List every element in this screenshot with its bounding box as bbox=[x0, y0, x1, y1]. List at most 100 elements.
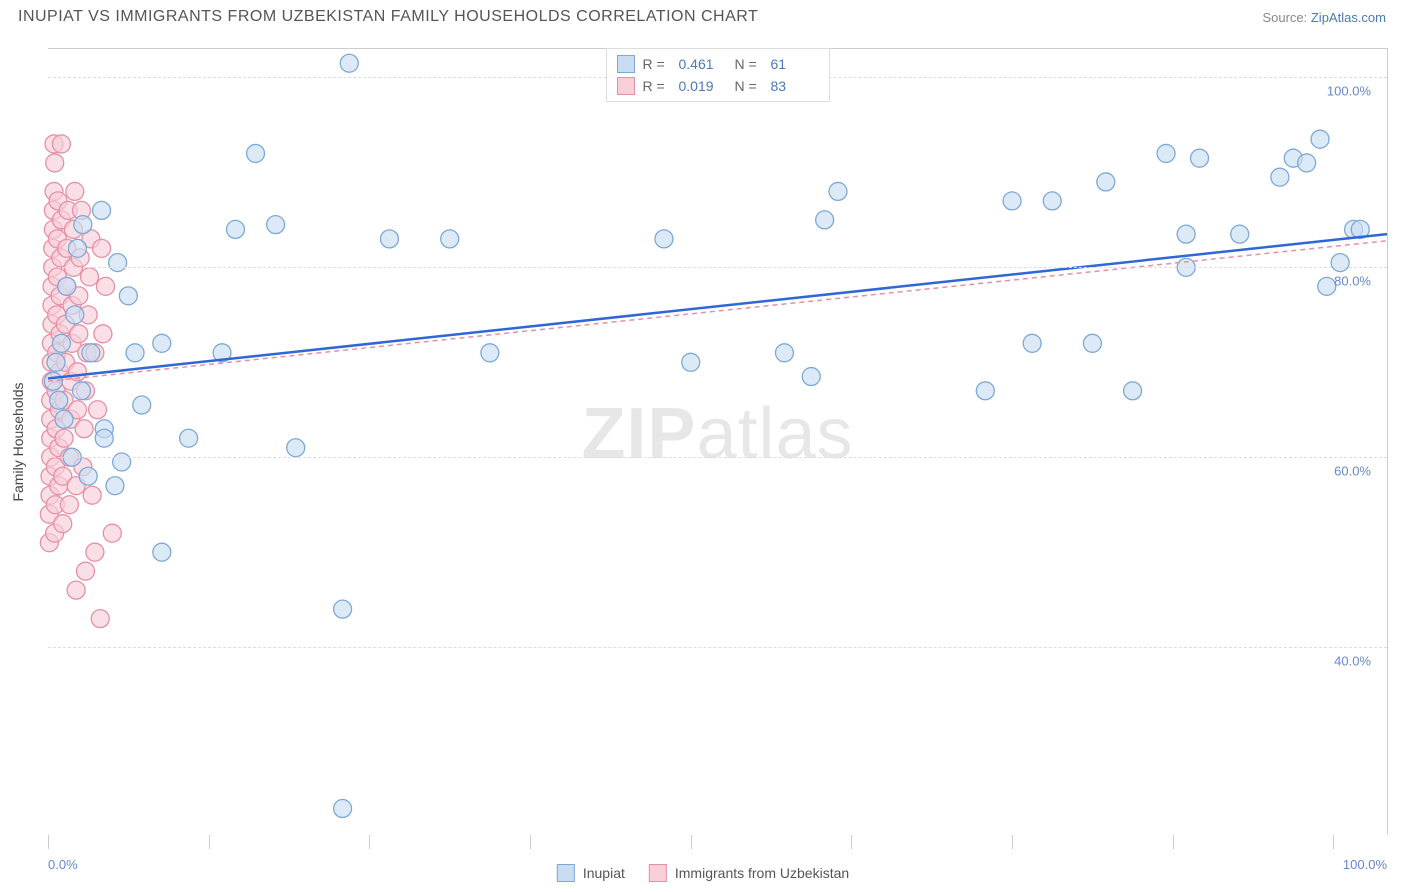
data-point bbox=[54, 515, 72, 533]
data-point bbox=[66, 182, 84, 200]
data-point bbox=[55, 410, 73, 428]
data-point bbox=[44, 372, 62, 390]
data-point bbox=[1191, 149, 1209, 167]
gridline-horizontal bbox=[48, 647, 1387, 648]
data-point bbox=[153, 334, 171, 352]
data-point bbox=[802, 368, 820, 386]
chart-title: INUPIAT VS IMMIGRANTS FROM UZBEKISTAN FA… bbox=[18, 8, 758, 26]
data-point bbox=[126, 344, 144, 362]
data-point bbox=[1097, 173, 1115, 191]
x-tick bbox=[530, 835, 531, 849]
legend-item: Inupiat bbox=[557, 864, 625, 882]
data-point bbox=[1124, 382, 1142, 400]
data-point bbox=[76, 562, 94, 580]
n-value: 83 bbox=[771, 78, 819, 94]
x-tick bbox=[48, 835, 49, 849]
x-tick bbox=[1173, 835, 1174, 849]
y-tick-label: 40.0% bbox=[1334, 654, 1371, 669]
data-point bbox=[1083, 334, 1101, 352]
data-point bbox=[55, 429, 73, 447]
data-point bbox=[60, 496, 78, 514]
trend-line bbox=[48, 241, 1387, 382]
data-point bbox=[89, 401, 107, 419]
y-axis-title: Family Households bbox=[10, 382, 26, 501]
plot-area: ZIPatlas 40.0%60.0%80.0%100.0% bbox=[48, 49, 1387, 818]
data-point bbox=[340, 54, 358, 72]
data-point bbox=[816, 211, 834, 229]
data-point bbox=[82, 344, 100, 362]
data-point bbox=[52, 334, 70, 352]
data-point bbox=[1157, 144, 1175, 162]
data-point bbox=[109, 254, 127, 272]
y-tick-label: 60.0% bbox=[1334, 464, 1371, 479]
data-point bbox=[58, 277, 76, 295]
data-point bbox=[52, 135, 70, 153]
legend-swatch bbox=[617, 55, 635, 73]
data-point bbox=[1311, 130, 1329, 148]
legend-label: Immigrants from Uzbekistan bbox=[675, 865, 849, 881]
data-point bbox=[86, 543, 104, 561]
data-point bbox=[380, 230, 398, 248]
data-point bbox=[334, 800, 352, 818]
data-point bbox=[106, 477, 124, 495]
n-label: N = bbox=[735, 56, 763, 72]
data-point bbox=[119, 287, 137, 305]
data-point bbox=[79, 467, 97, 485]
data-point bbox=[75, 420, 93, 438]
data-point bbox=[267, 216, 285, 234]
legend-swatch bbox=[649, 864, 667, 882]
data-point bbox=[481, 344, 499, 362]
data-point bbox=[153, 543, 171, 561]
x-tick bbox=[369, 835, 370, 849]
scatter-plot bbox=[48, 49, 1387, 818]
x-tick bbox=[851, 835, 852, 849]
data-point bbox=[47, 353, 65, 371]
data-point bbox=[94, 325, 112, 343]
data-point bbox=[95, 429, 113, 447]
source-attribution: Source: ZipAtlas.com bbox=[1262, 10, 1386, 25]
data-point bbox=[133, 396, 151, 414]
data-point bbox=[1043, 192, 1061, 210]
legend-series: Inupiat Immigrants from Uzbekistan bbox=[557, 864, 849, 882]
legend-item: Immigrants from Uzbekistan bbox=[649, 864, 849, 882]
n-value: 61 bbox=[771, 56, 819, 72]
data-point bbox=[1271, 168, 1289, 186]
data-point bbox=[775, 344, 793, 362]
x-axis-max-label: 100.0% bbox=[1343, 857, 1387, 872]
y-tick-label: 80.0% bbox=[1334, 274, 1371, 289]
legend-stat-row: R = 0.461 N = 61 bbox=[617, 53, 819, 75]
data-point bbox=[70, 325, 88, 343]
legend-swatch bbox=[557, 864, 575, 882]
data-point bbox=[93, 239, 111, 257]
r-label: R = bbox=[643, 56, 671, 72]
trend-line bbox=[48, 234, 1387, 378]
data-point bbox=[682, 353, 700, 371]
data-point bbox=[1003, 192, 1021, 210]
data-point bbox=[247, 144, 265, 162]
source-link[interactable]: ZipAtlas.com bbox=[1311, 10, 1386, 25]
n-label: N = bbox=[735, 78, 763, 94]
data-point bbox=[1177, 225, 1195, 243]
source-prefix: Source: bbox=[1262, 10, 1310, 25]
x-tick bbox=[209, 835, 210, 849]
chart-container: ZIPatlas 40.0%60.0%80.0%100.0% Family Ho… bbox=[48, 48, 1388, 834]
data-point bbox=[50, 391, 68, 409]
legend-stats: R = 0.461 N = 61 R = 0.019 N = 83 bbox=[606, 48, 830, 102]
data-point bbox=[1298, 154, 1316, 172]
r-value: 0.019 bbox=[679, 78, 727, 94]
data-point bbox=[441, 230, 459, 248]
data-point bbox=[93, 201, 111, 219]
r-value: 0.461 bbox=[679, 56, 727, 72]
data-point bbox=[68, 239, 86, 257]
data-point bbox=[83, 486, 101, 504]
data-point bbox=[97, 277, 115, 295]
legend-stat-row: R = 0.019 N = 83 bbox=[617, 75, 819, 97]
data-point bbox=[46, 154, 64, 172]
data-point bbox=[91, 610, 109, 628]
data-point bbox=[103, 524, 121, 542]
data-point bbox=[226, 220, 244, 238]
data-point bbox=[287, 439, 305, 457]
data-point bbox=[655, 230, 673, 248]
gridline-horizontal bbox=[48, 457, 1387, 458]
data-point bbox=[180, 429, 198, 447]
